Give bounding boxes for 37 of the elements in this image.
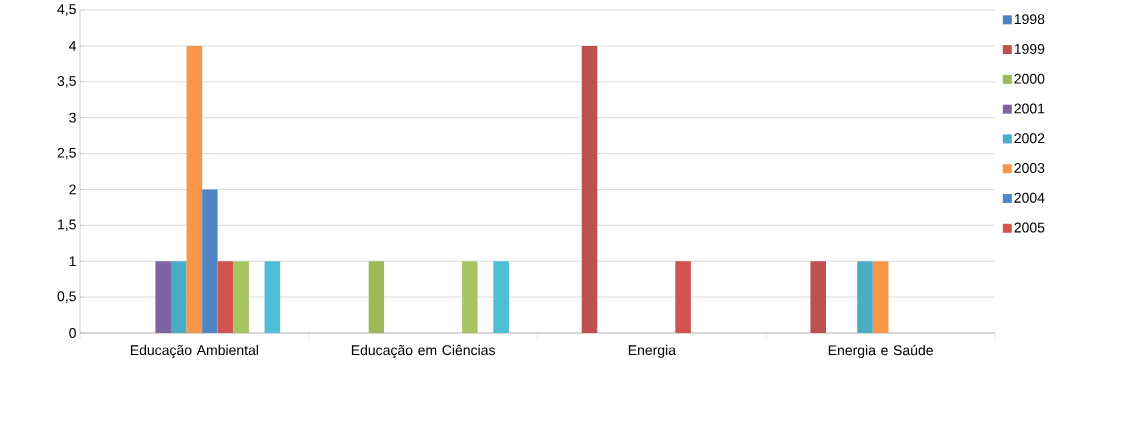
y-tick-label: 1,5 <box>58 219 76 232</box>
y-tick-label: 0,5 <box>57 291 76 303</box>
bar <box>202 189 218 333</box>
y-tick-label: 4,5 <box>57 4 76 16</box>
x-tick-label: Energia e Saúde <box>828 344 933 359</box>
y-tick-label: 3 <box>69 112 76 123</box>
bar <box>872 261 889 333</box>
bar <box>170 261 187 333</box>
bar <box>462 261 478 333</box>
x-tick-label: Educação em Ciências <box>351 344 495 358</box>
bar <box>217 261 234 333</box>
y-tick-label: 2,5 <box>57 147 76 160</box>
legend-label: 2003 <box>1014 163 1045 173</box>
bar <box>857 261 873 333</box>
y-tick-label: 2 <box>69 184 76 195</box>
legend-label: 2001 <box>1014 103 1045 114</box>
y-tick-label: 4 <box>69 41 77 51</box>
x-tick-label: Energia <box>628 344 677 358</box>
legend-label: 2002 <box>1014 133 1045 144</box>
legend-label: 2004 <box>1014 192 1045 203</box>
y-tick-label: 0 <box>69 328 76 338</box>
legend-label: 2000 <box>1014 73 1045 84</box>
legend-label: 2005 <box>1014 222 1045 233</box>
bar <box>675 261 691 333</box>
y-tick-label: 1 <box>69 256 76 267</box>
bar <box>581 45 598 333</box>
x-tick-label: Educação Ambiental <box>130 344 259 358</box>
bar <box>264 261 281 333</box>
bar <box>186 45 203 333</box>
bar <box>155 261 171 333</box>
bar <box>368 261 385 333</box>
bar <box>493 261 509 333</box>
y-tick-label: 3,5 <box>57 75 76 88</box>
legend-label: 1998 <box>1014 14 1045 25</box>
bar <box>233 261 249 333</box>
legend-label: 1999 <box>1014 43 1045 54</box>
bar <box>810 261 827 333</box>
